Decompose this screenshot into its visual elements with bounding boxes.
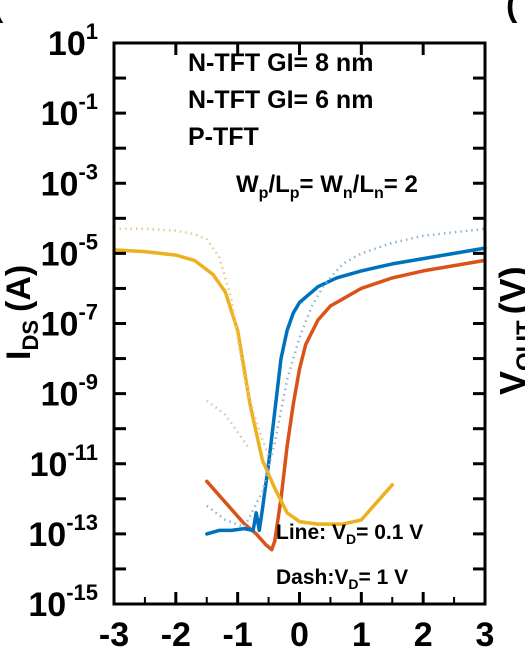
x-tick-label-4: 1 bbox=[352, 616, 371, 654]
series-line-5 bbox=[206, 399, 252, 451]
svg-text:VOUT(V): VOUT (V) bbox=[492, 266, 525, 395]
series-line-3 bbox=[206, 227, 486, 529]
ratio-annotation: Wp/Lp= Wn/Ln= 2 bbox=[236, 171, 418, 202]
series-line-4 bbox=[114, 227, 270, 458]
panel-label-right: ( bbox=[506, 0, 518, 24]
y-axis-label: IDS (A) bbox=[0, 265, 43, 360]
y-tick-exp: -9 bbox=[78, 370, 98, 395]
right-axis-label: VOUT (V) bbox=[492, 266, 525, 395]
y-tick-base: 10 bbox=[41, 95, 79, 133]
dash-annotation: Dash:VD= 1 V bbox=[276, 566, 408, 592]
ratio-d-sub: n bbox=[374, 185, 384, 202]
y-tick-label-1: 10-1 bbox=[41, 89, 98, 133]
y-tick-base: 10 bbox=[48, 25, 86, 63]
ratio-b: /L bbox=[268, 171, 289, 198]
y-axis-label-main: I bbox=[0, 351, 38, 360]
ratio-b-sub: p bbox=[290, 185, 300, 202]
y-tick-label-2: 10-3 bbox=[41, 159, 98, 203]
y-axis-label-sub: DS bbox=[18, 320, 43, 351]
x-tick-label-6: 3 bbox=[476, 616, 495, 654]
line-annotation-sub: D bbox=[346, 531, 356, 547]
y-tick-exp: 1 bbox=[86, 19, 98, 44]
y-tick-base: 10 bbox=[41, 306, 79, 344]
y-tick-exp: -13 bbox=[66, 510, 98, 535]
svg-text:IDS(A): IDS (A) bbox=[0, 265, 43, 360]
y-tick-exp: -7 bbox=[78, 300, 98, 325]
x-tick-label-2: -1 bbox=[223, 616, 253, 654]
ratio-e: = 2 bbox=[384, 171, 418, 198]
panel-label-left: ( bbox=[0, 0, 4, 24]
x-tick-label-5: 2 bbox=[414, 616, 433, 654]
y-tick-label-6: 10-11 bbox=[30, 440, 98, 484]
line-annotation-rest: = 0.1 V bbox=[356, 521, 423, 544]
plot-frame bbox=[112, 41, 487, 606]
ratio-c-sub: n bbox=[343, 185, 353, 202]
dash-annotation-text: Dash:V bbox=[276, 566, 348, 589]
right-axis-label-sub: OUT bbox=[512, 320, 525, 371]
legend-entry-0: N-TFT GI= 8 nm bbox=[188, 49, 373, 77]
series-line-2 bbox=[112, 248, 395, 526]
series-layer bbox=[112, 227, 487, 552]
ratio-a-sub: p bbox=[259, 185, 269, 202]
line-annotation: Line: VD= 0.1 V bbox=[276, 521, 423, 547]
series-line-0 bbox=[205, 258, 487, 552]
y-tick-exp: -5 bbox=[78, 229, 98, 254]
x-tick-label-0: -3 bbox=[99, 616, 129, 654]
right-axis-label-main: V bbox=[492, 371, 525, 395]
series-line-1 bbox=[205, 246, 487, 536]
y-tick-base: 10 bbox=[28, 516, 66, 554]
y-tick-label-0: 101 bbox=[48, 19, 98, 63]
y-tick-exp: -15 bbox=[66, 580, 98, 605]
y-tick-base: 10 bbox=[28, 586, 66, 624]
y-tick-exp: -3 bbox=[78, 159, 98, 184]
y-tick-label-4: 10-7 bbox=[41, 300, 98, 344]
y-tick-label-5: 10-9 bbox=[41, 370, 98, 414]
y-tick-label-7: 10-13 bbox=[28, 510, 98, 554]
dash-annotation-rest: = 1 V bbox=[358, 566, 408, 589]
y-tick-base: 10 bbox=[41, 165, 79, 203]
y-tick-label-8: 10-15 bbox=[28, 580, 98, 624]
ratio-c: = W bbox=[300, 171, 344, 198]
y-axis-label-unit: (A) bbox=[0, 265, 38, 312]
ratio-a: W bbox=[236, 171, 259, 198]
y-tick-exp: -1 bbox=[78, 89, 98, 114]
right-axis-label-unit: (V) bbox=[492, 266, 525, 314]
x-tick-label-3: 0 bbox=[290, 616, 309, 654]
y-tick-base: 10 bbox=[41, 235, 79, 273]
legend-entry-2: P-TFT bbox=[188, 123, 259, 151]
y-tick-label-3: 10-5 bbox=[41, 229, 98, 273]
legend-entry-1: N-TFT GI= 6 nm bbox=[188, 86, 373, 114]
dash-annotation-sub: D bbox=[348, 576, 358, 592]
y-tick-exp: -11 bbox=[67, 440, 98, 465]
ratio-d: /L bbox=[353, 171, 374, 198]
y-tick-base: 10 bbox=[30, 446, 68, 484]
y-tick-base: 10 bbox=[41, 376, 79, 414]
ticks-layer: 10110-110-310-510-710-910-1110-1310-15-3… bbox=[28, 19, 494, 654]
line-annotation-text: Line: V bbox=[276, 521, 346, 544]
x-tick-label-1: -2 bbox=[161, 616, 191, 654]
